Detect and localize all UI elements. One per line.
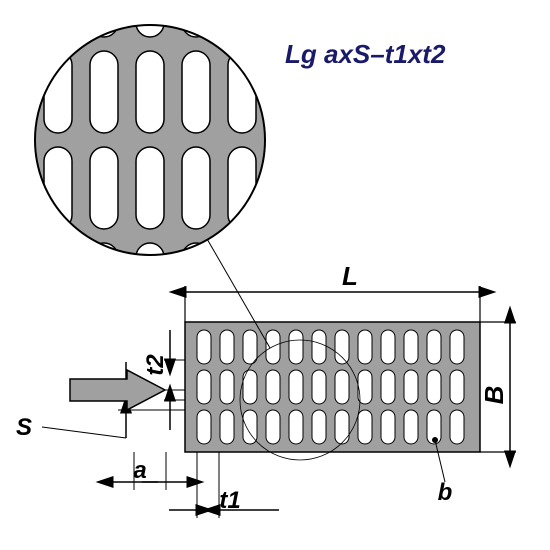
magnified-view: [0, 0, 302, 348]
perforated-sheet: [185, 322, 480, 460]
svg-text:t1: t1: [219, 487, 240, 514]
svg-text:L: L: [342, 261, 358, 291]
diagram-title: Lg axS–t1xt2: [285, 39, 445, 70]
svg-text:S: S: [16, 414, 32, 441]
svg-text:t2: t2: [142, 354, 169, 376]
svg-text:B: B: [479, 386, 509, 405]
svg-text:a: a: [133, 457, 146, 484]
svg-text:b: b: [438, 479, 453, 506]
